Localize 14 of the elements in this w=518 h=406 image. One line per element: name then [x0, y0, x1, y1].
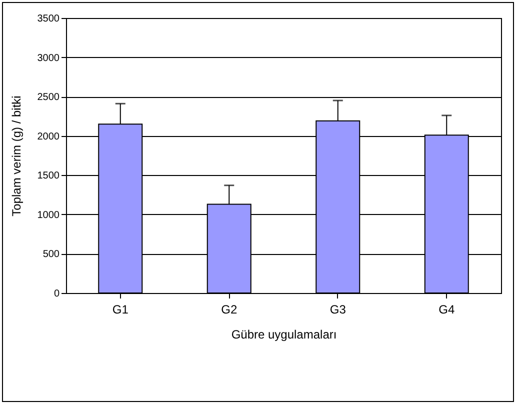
y-axis-title: Toplam verim (g) / bitki	[9, 96, 24, 216]
x-tick-label: G1	[112, 302, 129, 316]
x-tick-label: G3	[330, 302, 346, 316]
x-tick-label: G4	[438, 302, 455, 316]
x-tick-label: G2	[221, 302, 238, 316]
y-tick-label: 1500	[37, 170, 60, 182]
y-tick-label: 2000	[37, 131, 60, 142]
y-tick-label: 3500	[37, 14, 60, 24]
y-tick-label: 0	[54, 288, 60, 300]
x-axis-title: Gübre uygulamaları	[231, 328, 337, 342]
y-tick-label: 1000	[37, 210, 60, 221]
y-tick-label: 3000	[37, 52, 60, 64]
y-tick-label: 500	[42, 249, 60, 260]
y-tick-label: 2500	[37, 92, 60, 104]
